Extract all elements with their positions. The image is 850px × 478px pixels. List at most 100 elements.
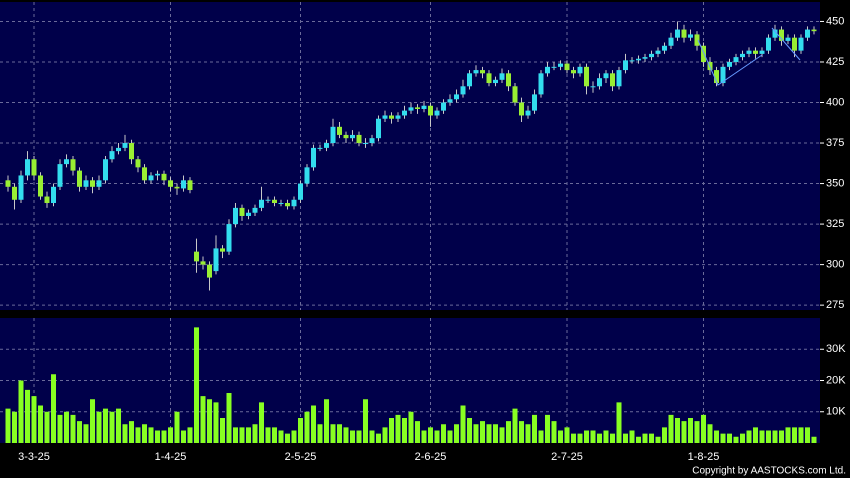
volume-bar [779,430,784,443]
volume-bar [363,399,368,443]
volume-bar [753,427,758,443]
candle-body [603,73,609,79]
volume-bar [44,411,50,443]
volume-bar [584,430,589,443]
volume-bar [447,430,453,443]
candle-body [233,207,238,225]
volume-bar [532,414,537,443]
candle-body [291,199,297,207]
volume-bar [356,430,362,443]
candle-body [649,53,654,58]
candle-body [70,159,76,171]
trend-line [697,39,763,86]
volume-bar [694,421,700,443]
candle-body [512,86,518,103]
volume-bar [616,402,622,443]
candle-body [109,151,115,160]
copyright: Copyright by AASTOCKS.com Ltd. [692,466,846,477]
candle-body [688,34,693,38]
volume-bar [772,430,778,443]
volume-bar [636,436,641,443]
volume-bar [31,396,37,443]
candle-body [493,79,498,84]
candle-body [779,29,784,41]
volume-bar [77,421,82,443]
volume-bar [675,418,680,443]
volume-bar [610,433,615,443]
candle-body [311,147,316,168]
candle-body [571,70,576,74]
candle-body [454,94,459,100]
x-tick-label: 3-3-25 [18,451,50,463]
candle-body [57,164,63,187]
volume-bar [181,430,186,443]
candle-body [38,175,43,197]
volume-bar [298,418,303,443]
candle-body [701,45,706,62]
volume-bar [194,327,199,443]
candle-body [662,45,667,51]
volume-bar [272,427,277,443]
volume-bar [571,433,576,443]
volume-bar [317,424,323,443]
volume-bar [246,427,251,443]
volume-bar [792,427,797,443]
candle-body [506,73,511,87]
candle-body [733,57,739,62]
volume-bar [213,402,219,443]
marks [5,21,817,443]
candle-body [597,78,602,87]
candle-body [200,261,206,265]
candle-body [714,70,719,84]
volume-bar [623,433,628,443]
volume-bar [590,430,596,443]
volume-bar [402,418,407,443]
candle-body [772,29,778,38]
volume-bar [603,430,609,443]
volume-bar [70,414,76,443]
volume-bar [161,430,167,443]
volume-bar [200,396,206,443]
candle-body [811,29,817,32]
volume-bar [707,424,713,443]
candle-body [753,50,758,54]
volume-bar [96,411,102,443]
volume-bar [51,374,56,443]
candle-body [538,73,544,95]
volume-bar [493,424,498,443]
volume-bar [233,427,238,443]
volume-bar [12,411,17,443]
volume-bar [252,424,258,443]
volume-bar [408,411,414,443]
volume-bar [103,408,108,443]
y-tick-label: 275 [826,299,844,311]
price-panel [0,2,820,310]
candle-body [551,66,557,68]
candle-body [740,53,745,58]
candle-body [168,180,173,187]
candle-body [103,159,108,181]
candle-body [629,60,635,62]
candle-body [694,34,700,46]
candle-body [798,37,804,51]
y-tick-label: 30K [826,343,846,355]
candle-body [129,143,134,160]
volume-bar [681,421,687,443]
volume-bar [311,405,316,443]
candle-body [31,159,37,176]
candle-body [116,147,121,152]
candle-body [298,183,303,200]
candle-body [525,110,531,116]
candle-body [174,186,180,189]
candle-body [187,180,193,191]
volume-bar [668,414,674,443]
volume-bar [701,414,706,443]
candle-body [181,180,186,189]
candle-body [519,102,524,116]
candle-body [428,105,433,116]
volume-bar [740,433,745,443]
candle-body [467,73,472,87]
volume-bar [441,424,446,443]
candle-body [207,264,212,278]
candle-body [18,175,24,200]
